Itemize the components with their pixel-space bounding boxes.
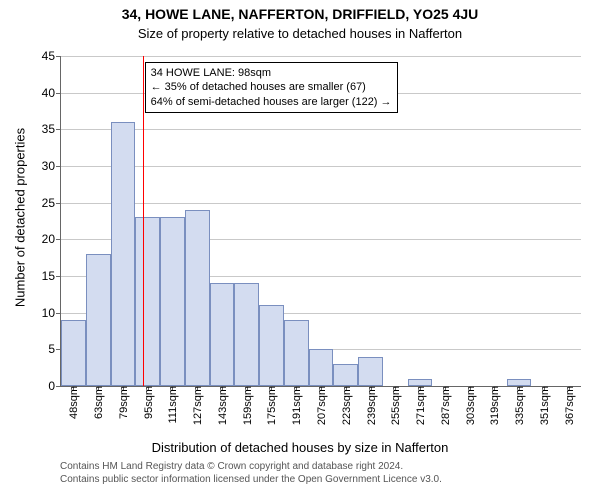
- footer-text: Contains HM Land Registry data © Crown c…: [60, 460, 442, 486]
- gridline: [61, 166, 581, 167]
- xtick-label: 223sqm: [339, 386, 353, 425]
- histogram-bar: [309, 349, 334, 386]
- histogram-bar: [160, 217, 185, 386]
- ytick-label: 30: [42, 159, 61, 173]
- chart-title: 34, HOWE LANE, NAFFERTON, DRIFFIELD, YO2…: [0, 6, 600, 22]
- histogram-bar: [61, 320, 86, 386]
- histogram-bar: [185, 210, 210, 386]
- xtick-label: 367sqm: [562, 386, 576, 425]
- chart-subtitle: Size of property relative to detached ho…: [0, 26, 600, 41]
- xtick-label: 319sqm: [487, 386, 501, 425]
- y-axis-label: Number of detached properties: [13, 118, 28, 318]
- histogram-bar: [111, 122, 136, 386]
- histogram-bar: [358, 357, 383, 386]
- annotation-line-2: ← 35% of detached houses are smaller (67…: [151, 80, 392, 94]
- annotation-line-1: 34 HOWE LANE: 98sqm: [151, 66, 392, 80]
- gridline: [61, 203, 581, 204]
- xtick-label: 351sqm: [537, 386, 551, 425]
- ytick-label: 10: [42, 306, 61, 320]
- xtick-label: 63sqm: [91, 386, 105, 419]
- ytick-label: 15: [42, 269, 61, 283]
- ytick-label: 0: [48, 379, 61, 393]
- xtick-label: 239sqm: [364, 386, 378, 425]
- xtick-label: 335sqm: [512, 386, 526, 425]
- xtick-label: 143sqm: [215, 386, 229, 425]
- xtick-label: 79sqm: [116, 386, 130, 419]
- plot-area: 05101520253035404548sqm63sqm79sqm95sqm11…: [60, 56, 581, 387]
- ytick-label: 20: [42, 232, 61, 246]
- histogram-bar: [234, 283, 259, 386]
- gridline: [61, 56, 581, 57]
- chart-container: 34, HOWE LANE, NAFFERTON, DRIFFIELD, YO2…: [0, 0, 600, 500]
- property-marker-line: [143, 56, 144, 386]
- histogram-bar: [284, 320, 309, 386]
- histogram-bar: [135, 217, 160, 386]
- ytick-label: 35: [42, 122, 61, 136]
- xtick-label: 48sqm: [66, 386, 80, 419]
- ytick-label: 25: [42, 196, 61, 210]
- histogram-bar: [259, 305, 284, 386]
- xtick-label: 207sqm: [314, 386, 328, 425]
- xtick-label: 255sqm: [388, 386, 402, 425]
- gridline: [61, 129, 581, 130]
- footer-line-1: Contains HM Land Registry data © Crown c…: [60, 460, 442, 473]
- histogram-bar: [507, 379, 532, 386]
- xtick-label: 271sqm: [413, 386, 427, 425]
- annotation-line-3: 64% of semi-detached houses are larger (…: [151, 95, 392, 109]
- histogram-bar: [210, 283, 235, 386]
- xtick-label: 159sqm: [240, 386, 254, 425]
- xtick-label: 111sqm: [165, 386, 179, 424]
- x-axis-label: Distribution of detached houses by size …: [0, 440, 600, 455]
- ytick-label: 5: [48, 342, 61, 356]
- histogram-bar: [333, 364, 358, 386]
- ytick-label: 45: [42, 49, 61, 63]
- xtick-label: 127sqm: [190, 386, 204, 425]
- annotation-box: 34 HOWE LANE: 98sqm← 35% of detached hou…: [145, 62, 398, 113]
- footer-line-3: Contains public sector information licen…: [60, 473, 442, 486]
- histogram-bar: [408, 379, 433, 386]
- ytick-label: 40: [42, 86, 61, 100]
- xtick-label: 287sqm: [438, 386, 452, 425]
- xtick-label: 175sqm: [264, 386, 278, 425]
- histogram-bar: [86, 254, 111, 386]
- xtick-label: 303sqm: [463, 386, 477, 425]
- xtick-label: 95sqm: [141, 386, 155, 419]
- xtick-label: 191sqm: [289, 386, 303, 425]
